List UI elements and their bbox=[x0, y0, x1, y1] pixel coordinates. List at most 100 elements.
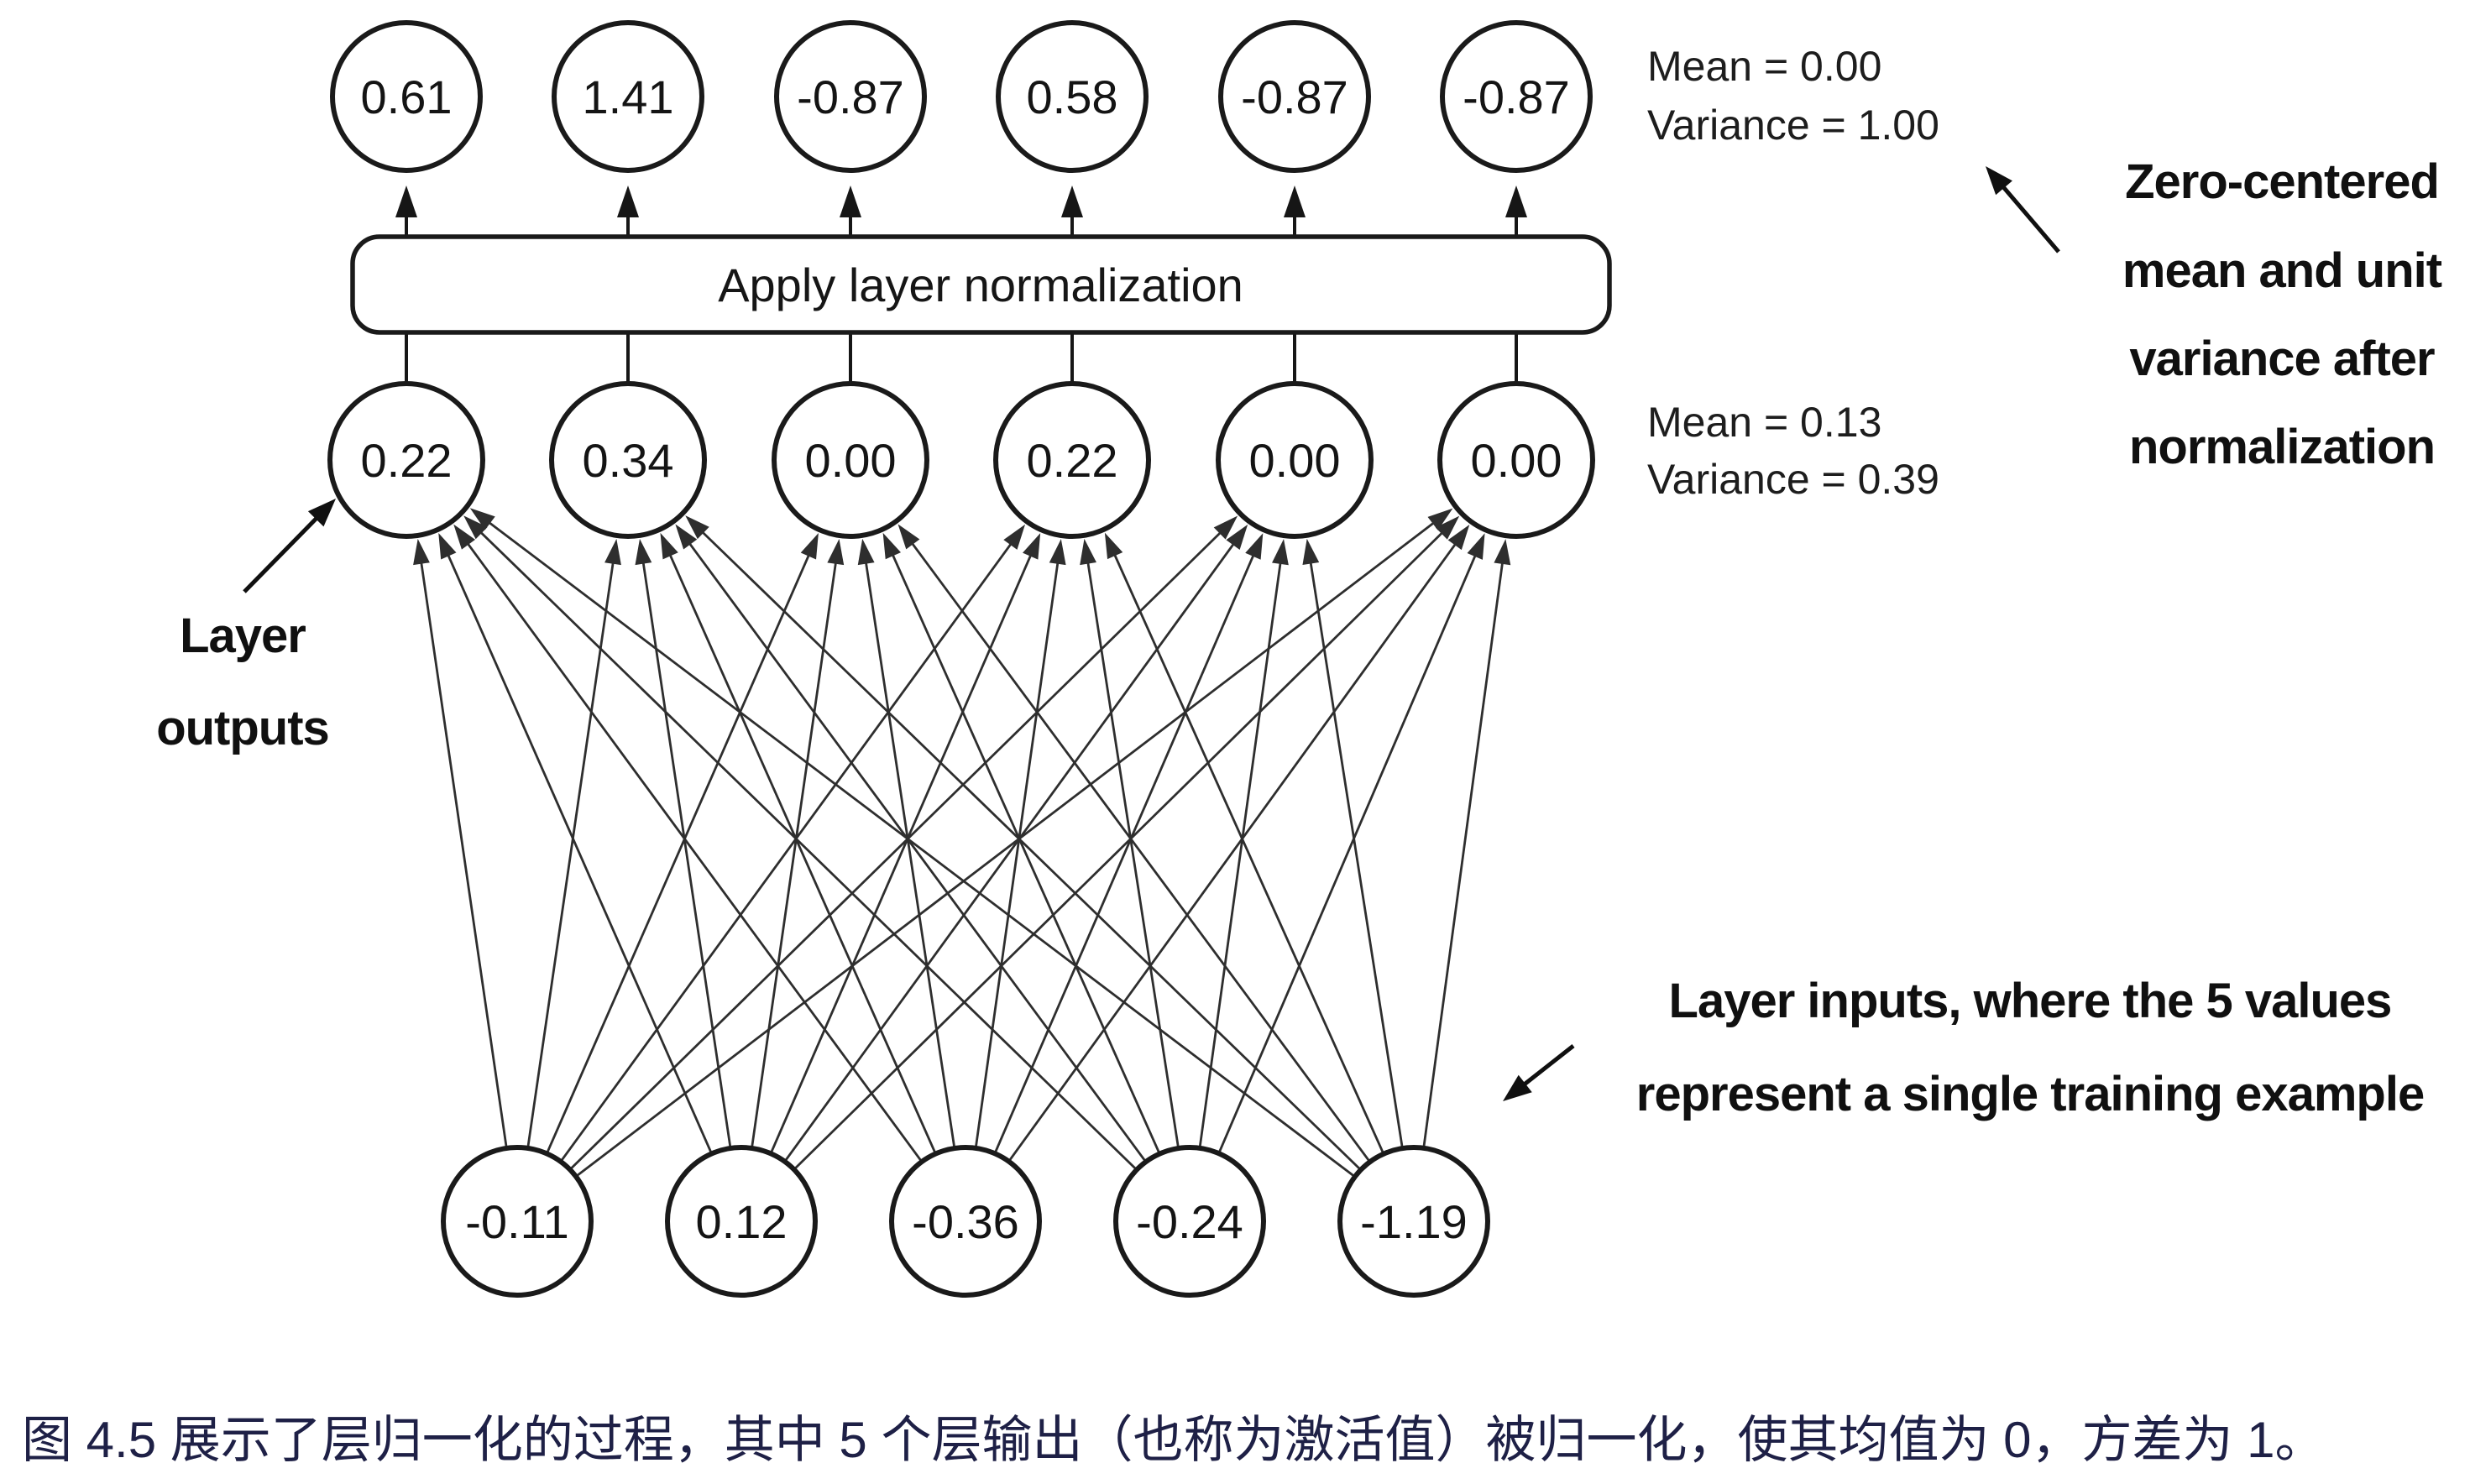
normalized-output-node: -0.87 bbox=[774, 20, 927, 173]
layer-output-node-circle bbox=[549, 381, 707, 539]
connection-arrowhead bbox=[635, 538, 652, 566]
layer-output-node-value: 0.34 bbox=[583, 434, 674, 487]
layer-input-node-value: -1.19 bbox=[1360, 1195, 1468, 1248]
connection-line bbox=[489, 521, 1355, 1177]
zero-centered-pointer-arrowhead bbox=[1986, 166, 2012, 196]
normalized-output-node-value: 1.41 bbox=[583, 71, 674, 123]
connection-arrowhead bbox=[1226, 524, 1248, 551]
annotation-layer-outputs-line2: outputs bbox=[156, 701, 329, 755]
box-to-output-arrowhead bbox=[1284, 186, 1306, 217]
connection-arrowhead bbox=[827, 539, 845, 566]
annotation-zero-centered-line1: Zero-centered bbox=[2125, 154, 2439, 209]
layer-output-node-circle bbox=[993, 381, 1151, 539]
connection-arrowhead bbox=[1272, 539, 1289, 566]
annotation-layer-outputs: Layer outputs bbox=[156, 609, 330, 755]
connection-line bbox=[784, 543, 1235, 1162]
connection-arrowhead bbox=[604, 539, 621, 566]
layer-input-node-circle bbox=[441, 1145, 594, 1298]
connection-arrowhead bbox=[1023, 533, 1041, 560]
normalized-output-node-circle bbox=[330, 20, 483, 173]
connection-arrowhead bbox=[1049, 539, 1066, 566]
box-to-output-arrowhead bbox=[617, 186, 639, 217]
box-to-output-arrowhead bbox=[1061, 186, 1083, 217]
layer-inputs-pointer-arrowhead bbox=[1503, 1074, 1532, 1101]
normalized-output-node: -0.87 bbox=[1440, 20, 1593, 173]
normalized-output-node-circle bbox=[1218, 20, 1371, 173]
layer-input-node-circle bbox=[1113, 1145, 1266, 1298]
stats-after-mean: Mean = 0.00 bbox=[1647, 43, 1881, 90]
annotation-layer-inputs-line1: Layer inputs, where the 5 values bbox=[1669, 974, 2392, 1028]
normalized-output-node: 0.58 bbox=[996, 20, 1149, 173]
layer-input-node-value: -0.11 bbox=[465, 1195, 568, 1248]
connection-arrowhead bbox=[463, 515, 488, 540]
layer-input-node-value: 0.12 bbox=[696, 1195, 788, 1248]
layer-output-node: 0.22 bbox=[993, 381, 1151, 539]
connection-arrowhead bbox=[1003, 524, 1026, 550]
node-circles: 0.61 1.41 -0.87 0.58 -0.87 -0.87 0.22 0.34 0.00 0… bbox=[327, 20, 1595, 1298]
connection-arrowhead bbox=[1447, 524, 1470, 551]
layer-input-node: -0.36 bbox=[889, 1145, 1042, 1298]
normalized-output-node: 1.41 bbox=[552, 20, 704, 173]
layer-output-node-circle bbox=[327, 381, 485, 539]
connection-arrowhead bbox=[1435, 515, 1460, 540]
connection-line bbox=[1218, 555, 1477, 1152]
layer-outputs-pointer-line bbox=[243, 516, 318, 593]
connection-arrowhead bbox=[1302, 538, 1320, 566]
connection-arrowhead bbox=[1080, 538, 1096, 566]
connection-line bbox=[1008, 543, 1457, 1161]
connection-line bbox=[576, 522, 1435, 1177]
connection-line bbox=[1422, 562, 1504, 1147]
normalized-output-node-circle bbox=[552, 20, 704, 173]
layer-output-node-value: 0.00 bbox=[1249, 434, 1341, 487]
connection-arrowhead bbox=[800, 533, 819, 560]
input-to-output-connections bbox=[413, 508, 1511, 1177]
box-to-output-arrowhead bbox=[840, 186, 861, 217]
normalized-output-node-value: -0.87 bbox=[797, 71, 904, 123]
normalized-output-node-value: -0.87 bbox=[1463, 71, 1570, 123]
connection-arrowhead bbox=[1494, 539, 1511, 566]
connection-line bbox=[794, 531, 1443, 1169]
layer-output-node-circle bbox=[1216, 381, 1374, 539]
connection-arrowhead bbox=[1104, 532, 1123, 560]
connection-line bbox=[1086, 562, 1180, 1147]
layer-output-node-circle bbox=[772, 381, 929, 539]
apply-layer-normalization-box bbox=[350, 234, 1612, 335]
layer-input-node: 0.12 bbox=[665, 1145, 818, 1298]
connection-line bbox=[994, 555, 1255, 1152]
connection-arrowhead bbox=[453, 524, 476, 550]
layer-input-node-circle bbox=[1337, 1145, 1490, 1298]
layer-input-node-circle bbox=[665, 1145, 818, 1298]
connection-arrowhead bbox=[438, 532, 457, 560]
normalized-output-node-value: -0.87 bbox=[1241, 71, 1348, 123]
apply-layer-normalization-label: Apply layer normalization bbox=[718, 259, 1243, 311]
layer-output-node-circle bbox=[1437, 381, 1595, 539]
connection-line bbox=[479, 531, 1137, 1170]
layer-input-node: -0.24 bbox=[1113, 1145, 1266, 1298]
annotation-layer-inputs-line2: represent a single training example bbox=[1636, 1067, 2424, 1121]
connection-arrowhead bbox=[1467, 533, 1485, 560]
box-link-lines bbox=[395, 186, 1527, 385]
layer-input-node: -0.11 bbox=[441, 1145, 594, 1298]
connection-line bbox=[702, 531, 1361, 1170]
annotation-arrows bbox=[243, 166, 2060, 1101]
connection-line bbox=[546, 555, 810, 1153]
connection-line bbox=[770, 555, 1032, 1153]
connection-line bbox=[467, 543, 922, 1162]
annotation-layer-outputs-line1: Layer bbox=[180, 609, 306, 663]
connection-arrowhead bbox=[469, 508, 495, 530]
layer-output-node: 0.22 bbox=[327, 381, 485, 539]
connection-line bbox=[570, 531, 1222, 1170]
connection-line bbox=[892, 554, 1160, 1153]
layer-output-node: 0.00 bbox=[1216, 381, 1374, 539]
layer-output-node-value: 0.00 bbox=[805, 434, 897, 487]
layer-output-node: 0.34 bbox=[549, 381, 707, 539]
layer-outputs-pointer-arrowhead bbox=[307, 499, 336, 527]
annotation-zero-centered-line3: variance after bbox=[2129, 332, 2435, 386]
connection-line bbox=[865, 562, 955, 1147]
zero-centered-pointer-line bbox=[2002, 186, 2060, 253]
annotation-zero-centered: Zero-centered mean and unit variance aft… bbox=[2122, 154, 2443, 474]
layer-input-node-value: -0.24 bbox=[1136, 1195, 1243, 1248]
connection-arrowhead bbox=[1427, 508, 1453, 530]
